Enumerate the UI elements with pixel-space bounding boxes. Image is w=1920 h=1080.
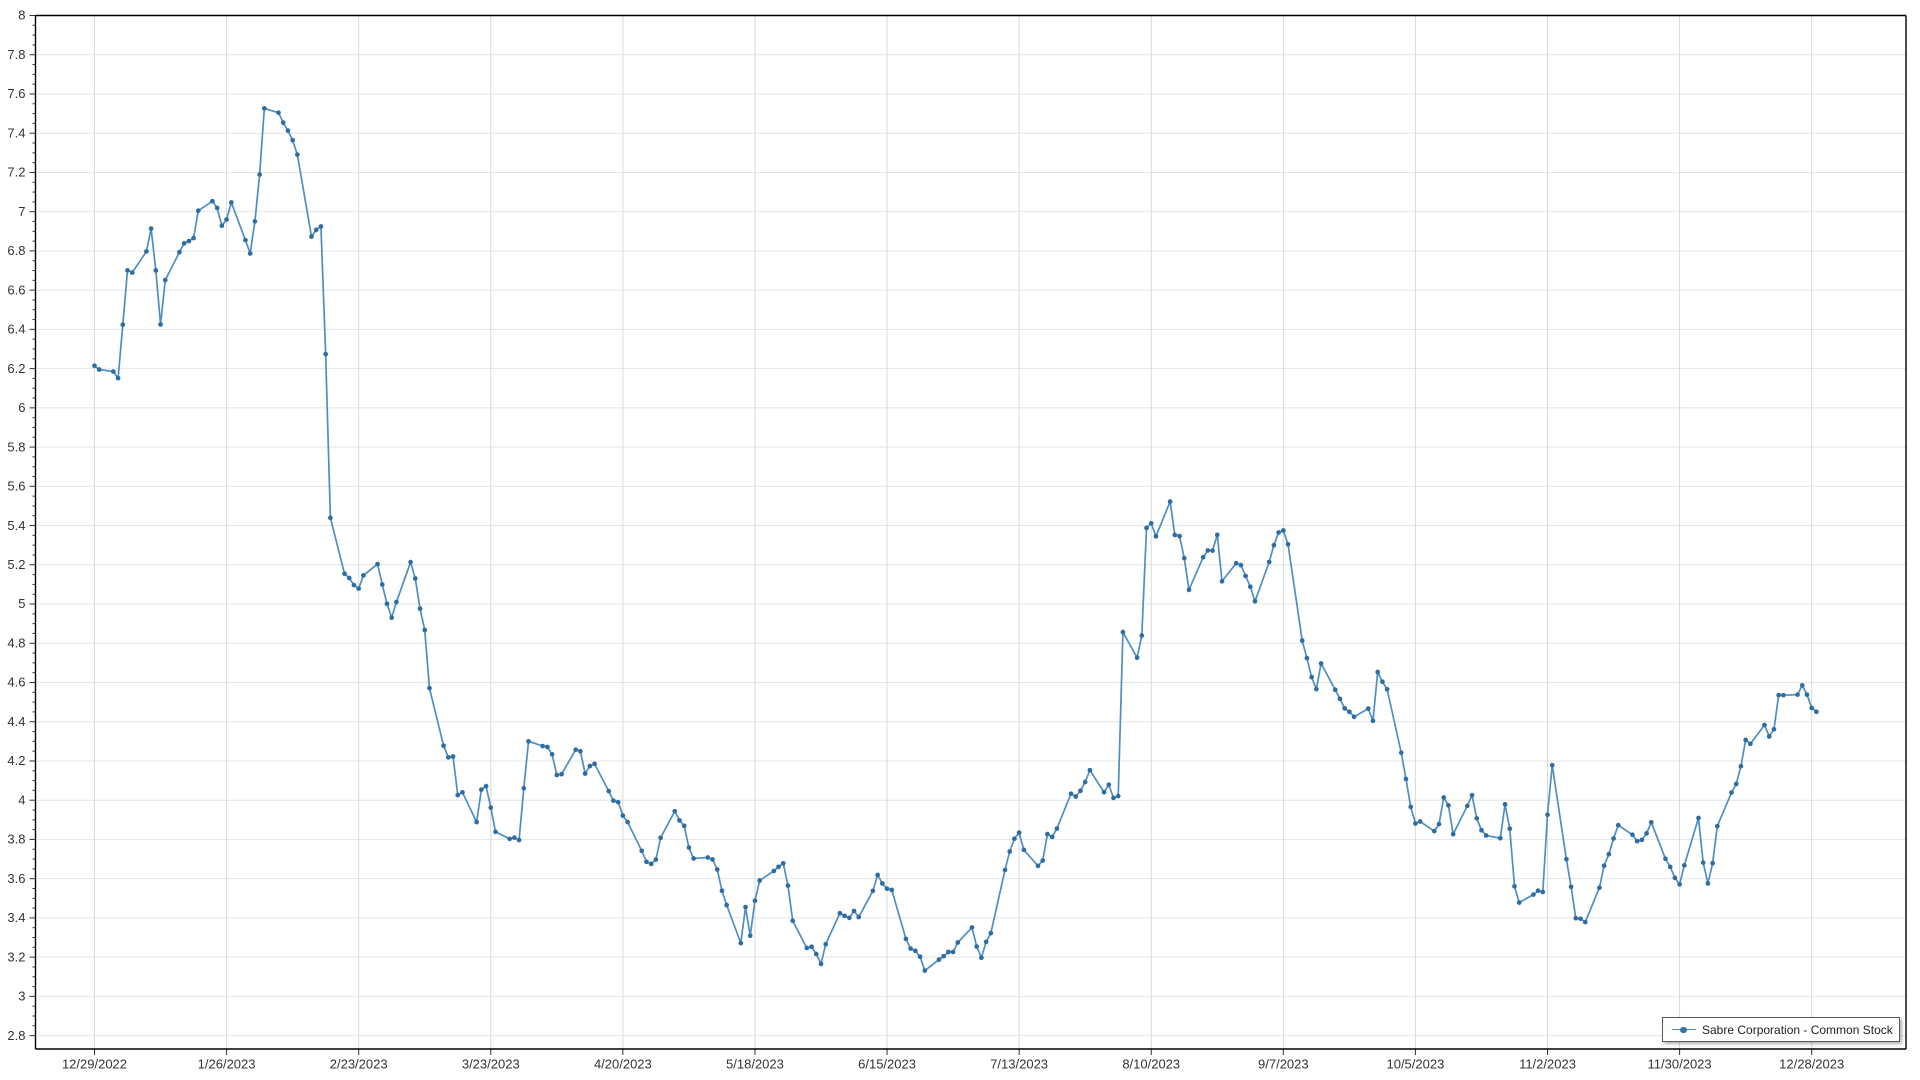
- svg-text:4: 4: [18, 792, 25, 807]
- svg-text:2.8: 2.8: [7, 1028, 25, 1043]
- svg-text:2/23/2023: 2/23/2023: [330, 1056, 388, 1071]
- svg-text:4.4: 4.4: [7, 714, 25, 729]
- svg-text:1/26/2023: 1/26/2023: [198, 1056, 256, 1071]
- svg-text:11/30/2023: 11/30/2023: [1648, 1056, 1712, 1071]
- svg-text:6.8: 6.8: [7, 243, 25, 258]
- svg-text:3/23/2023: 3/23/2023: [462, 1056, 520, 1071]
- svg-text:6: 6: [18, 400, 25, 415]
- svg-text:3.4: 3.4: [7, 910, 25, 925]
- svg-text:4.6: 4.6: [7, 675, 25, 690]
- svg-text:10/5/2023: 10/5/2023: [1386, 1056, 1444, 1071]
- svg-text:11/2/2023: 11/2/2023: [1519, 1056, 1576, 1071]
- svg-text:3: 3: [18, 989, 25, 1004]
- svg-text:6/15/2023: 6/15/2023: [858, 1056, 916, 1071]
- svg-text:3.8: 3.8: [7, 832, 25, 847]
- svg-text:3.6: 3.6: [7, 871, 25, 886]
- svg-text:7: 7: [18, 204, 25, 219]
- svg-text:6.2: 6.2: [7, 361, 25, 376]
- svg-text:9/7/2023: 9/7/2023: [1258, 1056, 1309, 1071]
- svg-text:4.2: 4.2: [7, 753, 25, 768]
- svg-text:7.8: 7.8: [7, 47, 25, 62]
- svg-text:7.2: 7.2: [7, 165, 25, 180]
- svg-text:5: 5: [18, 596, 25, 611]
- svg-text:5/18/2023: 5/18/2023: [726, 1056, 784, 1071]
- svg-text:7.4: 7.4: [7, 125, 25, 140]
- svg-text:6.6: 6.6: [7, 282, 25, 297]
- svg-text:5.6: 5.6: [7, 479, 25, 494]
- svg-text:8/10/2023: 8/10/2023: [1122, 1056, 1180, 1071]
- svg-text:12/29/2022: 12/29/2022: [62, 1056, 127, 1071]
- svg-text:5.8: 5.8: [7, 439, 25, 454]
- svg-text:4/20/2023: 4/20/2023: [594, 1056, 652, 1071]
- svg-text:7/13/2023: 7/13/2023: [990, 1056, 1048, 1071]
- svg-text:7.6: 7.6: [7, 86, 25, 101]
- svg-text:5.2: 5.2: [7, 557, 25, 572]
- svg-text:6.4: 6.4: [7, 322, 25, 337]
- svg-text:3.2: 3.2: [7, 949, 25, 964]
- svg-text:5.4: 5.4: [7, 518, 25, 533]
- svg-text:8: 8: [18, 8, 25, 23]
- svg-text:4.8: 4.8: [7, 635, 25, 650]
- svg-text:12/28/2023: 12/28/2023: [1779, 1056, 1844, 1071]
